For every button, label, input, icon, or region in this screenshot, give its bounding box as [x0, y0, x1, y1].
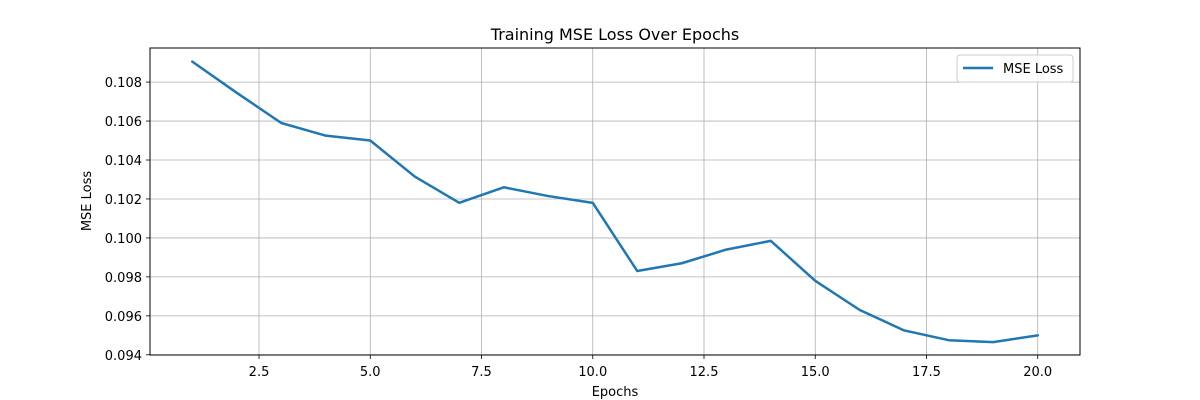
- series-line-mse-loss: [191, 60, 1039, 344]
- y-tick-label: 0.106: [105, 115, 142, 130]
- y-axis-ticks: 0.094 0.096 0.098 0.100 0.102 0.104 0.106 0.108: [105, 76, 150, 364]
- series-lines: [191, 60, 1039, 344]
- y-axis-label: MSE Loss: [80, 171, 95, 232]
- y-tick-label: 0.102: [105, 193, 142, 208]
- y-tick-label: 0.094: [105, 349, 142, 364]
- y-tick-label: 0.104: [105, 154, 142, 169]
- x-tick-label: 20.0: [1023, 365, 1052, 380]
- y-tick-label: 0.100: [105, 232, 142, 247]
- y-tick-label: 0.108: [105, 76, 142, 91]
- chart-title: Training MSE Loss Over Epochs: [490, 25, 739, 44]
- y-tick-label: 0.096: [105, 310, 142, 325]
- y-tick-label: 0.098: [105, 271, 142, 286]
- legend: MSE Loss: [956, 54, 1074, 83]
- legend-label-mse-loss: MSE Loss: [1003, 62, 1064, 77]
- x-tick-label: 7.5: [471, 365, 492, 380]
- x-tick-label: 12.5: [690, 365, 719, 380]
- x-tick-label: 10.0: [578, 365, 607, 380]
- x-axis-label: Epochs: [592, 385, 639, 400]
- x-tick-label: 2.5: [249, 365, 270, 380]
- x-tick-label: 5.0: [360, 365, 381, 380]
- x-tick-label: 15.0: [801, 365, 830, 380]
- x-tick-label: 17.5: [912, 365, 941, 380]
- plot-frame: [149, 47, 1081, 356]
- legend-box: [956, 54, 1074, 83]
- x-axis-ticks: 2.5 5.0 7.5 10.0 12.5 15.0 17.5 20.0: [249, 355, 1052, 380]
